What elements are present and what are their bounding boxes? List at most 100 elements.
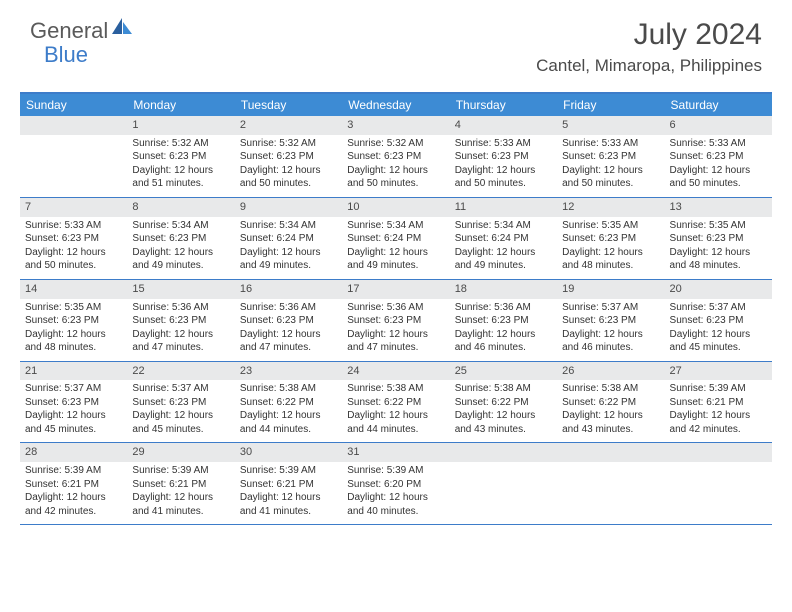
daylight-text: Daylight: 12 hours and 50 minutes. bbox=[347, 164, 444, 191]
day-cell: 10Sunrise: 5:34 AMSunset: 6:24 PMDayligh… bbox=[342, 198, 449, 279]
sunrise-text: Sunrise: 5:36 AM bbox=[347, 301, 444, 315]
sunset-text: Sunset: 6:23 PM bbox=[670, 232, 767, 246]
day-cell: 9Sunrise: 5:34 AMSunset: 6:24 PMDaylight… bbox=[235, 198, 342, 279]
day-content: Sunrise: 5:36 AMSunset: 6:23 PMDaylight:… bbox=[235, 299, 342, 355]
day-cell: 22Sunrise: 5:37 AMSunset: 6:23 PMDayligh… bbox=[127, 362, 234, 443]
sunrise-text: Sunrise: 5:35 AM bbox=[25, 301, 122, 315]
sunrise-text: Sunrise: 5:39 AM bbox=[132, 464, 229, 478]
daylight-text: Daylight: 12 hours and 46 minutes. bbox=[455, 328, 552, 355]
day-cell: 28Sunrise: 5:39 AMSunset: 6:21 PMDayligh… bbox=[20, 443, 127, 524]
day-cell: 31Sunrise: 5:39 AMSunset: 6:20 PMDayligh… bbox=[342, 443, 449, 524]
day-number: 26 bbox=[557, 362, 664, 381]
day-cell: 13Sunrise: 5:35 AMSunset: 6:23 PMDayligh… bbox=[665, 198, 772, 279]
day-content: Sunrise: 5:35 AMSunset: 6:23 PMDaylight:… bbox=[557, 217, 664, 273]
daylight-text: Daylight: 12 hours and 48 minutes. bbox=[670, 246, 767, 273]
empty-day-cell bbox=[665, 443, 772, 524]
day-number: 27 bbox=[665, 362, 772, 381]
day-number: 15 bbox=[127, 280, 234, 299]
sunset-text: Sunset: 6:21 PM bbox=[25, 478, 122, 492]
daylight-text: Daylight: 12 hours and 41 minutes. bbox=[240, 491, 337, 518]
sunset-text: Sunset: 6:23 PM bbox=[132, 396, 229, 410]
day-number: 24 bbox=[342, 362, 449, 381]
logo-text-general: General bbox=[30, 18, 108, 44]
weekday-header-row: SundayMondayTuesdayWednesdayThursdayFrid… bbox=[20, 94, 772, 116]
sunset-text: Sunset: 6:21 PM bbox=[670, 396, 767, 410]
daylight-text: Daylight: 12 hours and 47 minutes. bbox=[347, 328, 444, 355]
day-content: Sunrise: 5:34 AMSunset: 6:24 PMDaylight:… bbox=[235, 217, 342, 273]
day-content: Sunrise: 5:32 AMSunset: 6:23 PMDaylight:… bbox=[235, 135, 342, 191]
day-cell: 15Sunrise: 5:36 AMSunset: 6:23 PMDayligh… bbox=[127, 280, 234, 361]
day-cell: 7Sunrise: 5:33 AMSunset: 6:23 PMDaylight… bbox=[20, 198, 127, 279]
sunset-text: Sunset: 6:22 PM bbox=[455, 396, 552, 410]
day-content: Sunrise: 5:32 AMSunset: 6:23 PMDaylight:… bbox=[342, 135, 449, 191]
daylight-text: Daylight: 12 hours and 43 minutes. bbox=[455, 409, 552, 436]
sunrise-text: Sunrise: 5:35 AM bbox=[670, 219, 767, 233]
location-text: Cantel, Mimaropa, Philippines bbox=[536, 56, 762, 76]
sunset-text: Sunset: 6:23 PM bbox=[240, 150, 337, 164]
daylight-text: Daylight: 12 hours and 47 minutes. bbox=[132, 328, 229, 355]
empty-day-cell bbox=[450, 443, 557, 524]
day-cell: 2Sunrise: 5:32 AMSunset: 6:23 PMDaylight… bbox=[235, 116, 342, 197]
day-content: Sunrise: 5:34 AMSunset: 6:24 PMDaylight:… bbox=[450, 217, 557, 273]
day-cell: 18Sunrise: 5:36 AMSunset: 6:23 PMDayligh… bbox=[450, 280, 557, 361]
day-number: 29 bbox=[127, 443, 234, 462]
weekday-header: Sunday bbox=[20, 94, 127, 116]
weekday-header: Saturday bbox=[665, 94, 772, 116]
weekday-header: Friday bbox=[557, 94, 664, 116]
sunset-text: Sunset: 6:23 PM bbox=[455, 314, 552, 328]
day-number: 18 bbox=[450, 280, 557, 299]
week-row: 14Sunrise: 5:35 AMSunset: 6:23 PMDayligh… bbox=[20, 280, 772, 362]
sunset-text: Sunset: 6:23 PM bbox=[132, 232, 229, 246]
sunrise-text: Sunrise: 5:32 AM bbox=[240, 137, 337, 151]
daylight-text: Daylight: 12 hours and 49 minutes. bbox=[347, 246, 444, 273]
sunset-text: Sunset: 6:23 PM bbox=[670, 150, 767, 164]
day-content: Sunrise: 5:34 AMSunset: 6:24 PMDaylight:… bbox=[342, 217, 449, 273]
day-content: Sunrise: 5:37 AMSunset: 6:23 PMDaylight:… bbox=[557, 299, 664, 355]
weekday-header: Thursday bbox=[450, 94, 557, 116]
sunrise-text: Sunrise: 5:37 AM bbox=[562, 301, 659, 315]
daylight-text: Daylight: 12 hours and 45 minutes. bbox=[132, 409, 229, 436]
sunrise-text: Sunrise: 5:39 AM bbox=[25, 464, 122, 478]
daylight-text: Daylight: 12 hours and 42 minutes. bbox=[25, 491, 122, 518]
daylight-text: Daylight: 12 hours and 46 minutes. bbox=[562, 328, 659, 355]
daylight-text: Daylight: 12 hours and 40 minutes. bbox=[347, 491, 444, 518]
daylight-text: Daylight: 12 hours and 45 minutes. bbox=[25, 409, 122, 436]
day-number: 21 bbox=[20, 362, 127, 381]
day-content: Sunrise: 5:33 AMSunset: 6:23 PMDaylight:… bbox=[665, 135, 772, 191]
sunrise-text: Sunrise: 5:37 AM bbox=[25, 382, 122, 396]
sunrise-text: Sunrise: 5:33 AM bbox=[670, 137, 767, 151]
day-number: 31 bbox=[342, 443, 449, 462]
sunrise-text: Sunrise: 5:38 AM bbox=[240, 382, 337, 396]
sunrise-text: Sunrise: 5:34 AM bbox=[455, 219, 552, 233]
sunset-text: Sunset: 6:23 PM bbox=[670, 314, 767, 328]
day-cell: 11Sunrise: 5:34 AMSunset: 6:24 PMDayligh… bbox=[450, 198, 557, 279]
day-content: Sunrise: 5:32 AMSunset: 6:23 PMDaylight:… bbox=[127, 135, 234, 191]
day-number: 8 bbox=[127, 198, 234, 217]
day-content: Sunrise: 5:36 AMSunset: 6:23 PMDaylight:… bbox=[127, 299, 234, 355]
sunrise-text: Sunrise: 5:36 AM bbox=[240, 301, 337, 315]
week-row: 21Sunrise: 5:37 AMSunset: 6:23 PMDayligh… bbox=[20, 362, 772, 444]
sunset-text: Sunset: 6:23 PM bbox=[562, 314, 659, 328]
daylight-text: Daylight: 12 hours and 48 minutes. bbox=[25, 328, 122, 355]
day-content: Sunrise: 5:35 AMSunset: 6:23 PMDaylight:… bbox=[20, 299, 127, 355]
daylight-text: Daylight: 12 hours and 41 minutes. bbox=[132, 491, 229, 518]
daylight-text: Daylight: 12 hours and 49 minutes. bbox=[455, 246, 552, 273]
daylight-text: Daylight: 12 hours and 50 minutes. bbox=[25, 246, 122, 273]
sunset-text: Sunset: 6:21 PM bbox=[240, 478, 337, 492]
daylight-text: Daylight: 12 hours and 50 minutes. bbox=[455, 164, 552, 191]
day-content: Sunrise: 5:37 AMSunset: 6:23 PMDaylight:… bbox=[665, 299, 772, 355]
day-content: Sunrise: 5:38 AMSunset: 6:22 PMDaylight:… bbox=[450, 380, 557, 436]
day-number: 5 bbox=[557, 116, 664, 135]
sunset-text: Sunset: 6:23 PM bbox=[25, 314, 122, 328]
sunset-text: Sunset: 6:23 PM bbox=[562, 150, 659, 164]
sunset-text: Sunset: 6:23 PM bbox=[25, 396, 122, 410]
sunrise-text: Sunrise: 5:33 AM bbox=[455, 137, 552, 151]
day-content: Sunrise: 5:39 AMSunset: 6:20 PMDaylight:… bbox=[342, 462, 449, 518]
day-cell: 20Sunrise: 5:37 AMSunset: 6:23 PMDayligh… bbox=[665, 280, 772, 361]
sunrise-text: Sunrise: 5:39 AM bbox=[240, 464, 337, 478]
day-cell: 5Sunrise: 5:33 AMSunset: 6:23 PMDaylight… bbox=[557, 116, 664, 197]
day-number: 9 bbox=[235, 198, 342, 217]
day-number: 10 bbox=[342, 198, 449, 217]
weekday-header: Monday bbox=[127, 94, 234, 116]
day-number: 1 bbox=[127, 116, 234, 135]
